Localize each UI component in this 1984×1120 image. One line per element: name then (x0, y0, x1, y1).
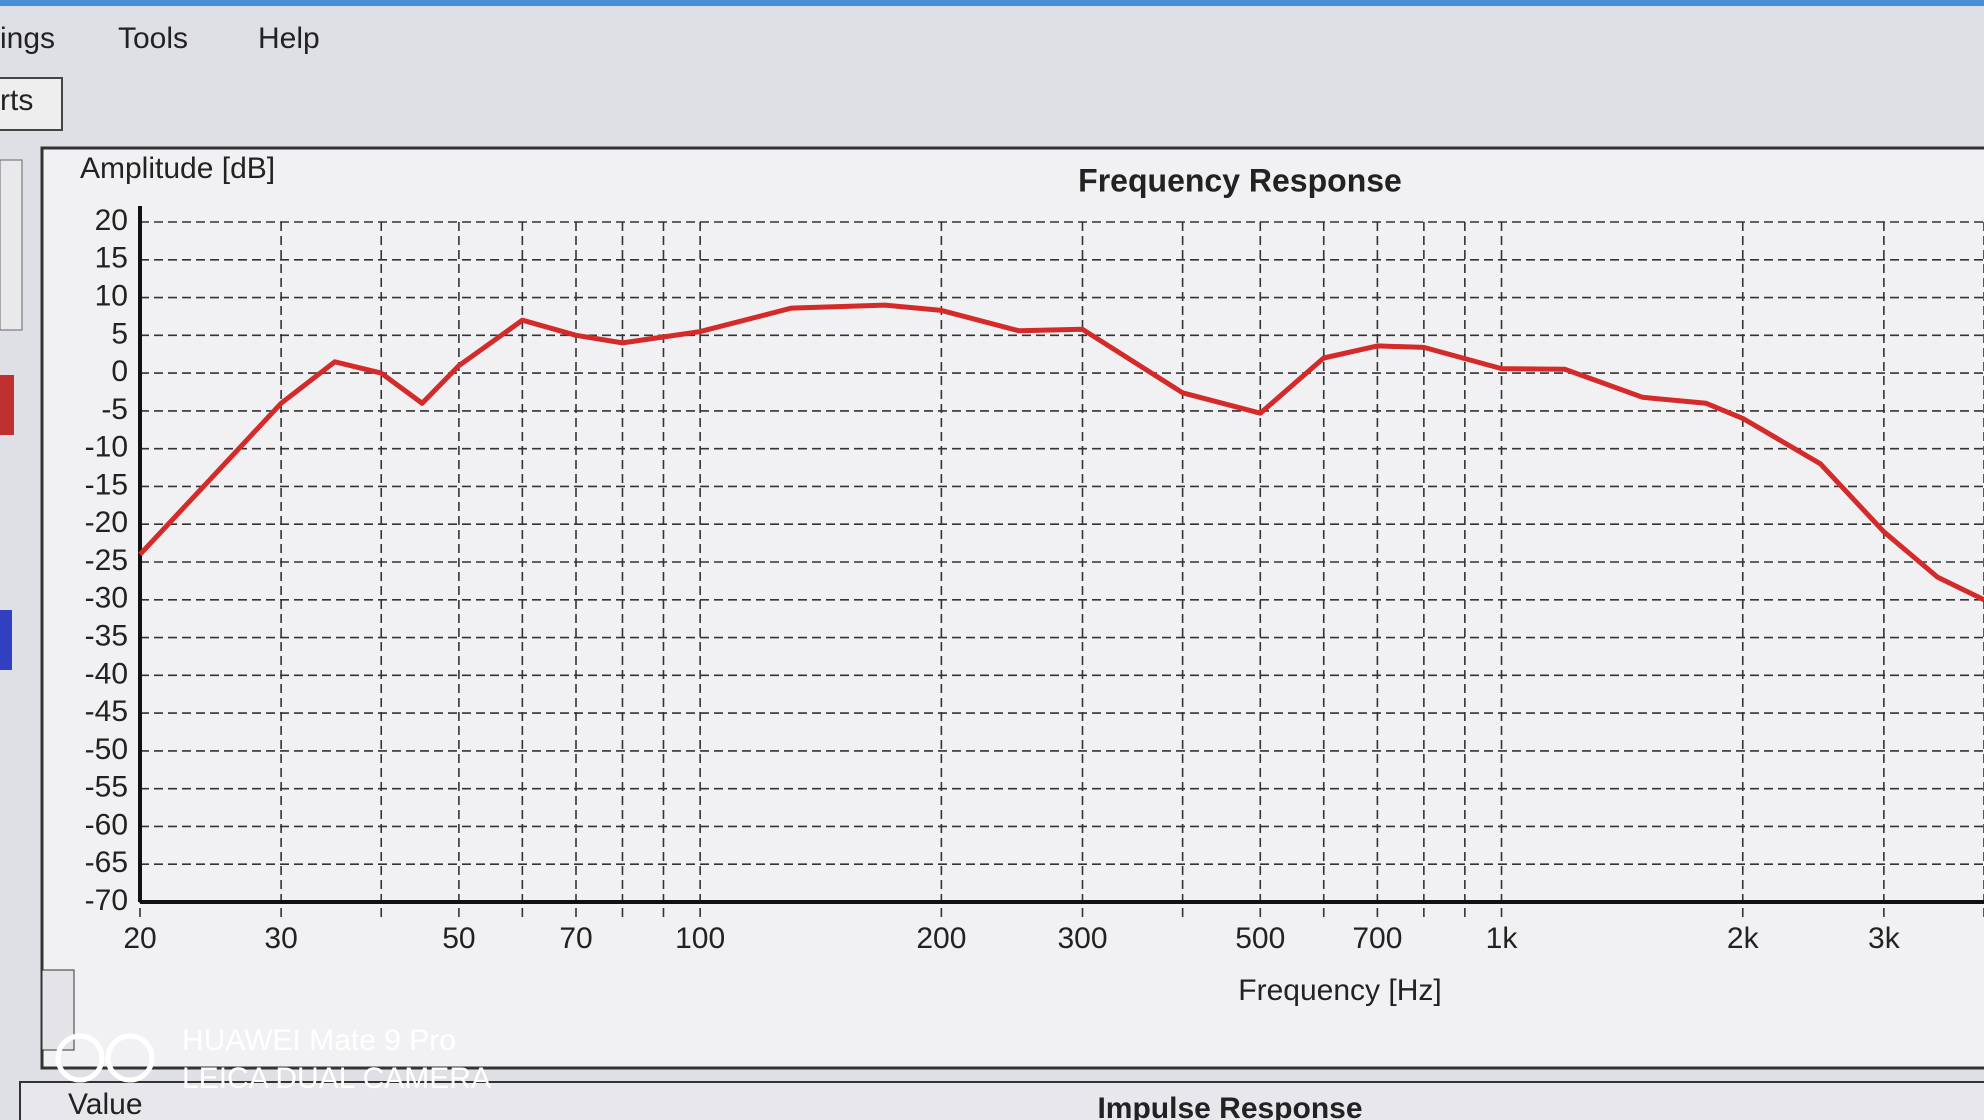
x-tick-label: 100 (675, 922, 725, 955)
y-tick-label: -40 (85, 657, 128, 690)
y-tick-label: 0 (111, 355, 128, 388)
y-tick-label: 20 (95, 204, 128, 237)
tab-label: rts (0, 84, 33, 117)
x-tick-label: 1k (1486, 922, 1519, 955)
menu-item[interactable]: Help (258, 22, 320, 55)
y-tick-label: -55 (85, 771, 128, 804)
y-tick-label: -30 (85, 582, 128, 615)
x-tick-label: 300 (1057, 922, 1107, 955)
y-tick-label: 5 (111, 317, 128, 350)
watermark: HUAWEI Mate 9 Pro (182, 1024, 456, 1057)
menu-item[interactable]: Tools (118, 22, 188, 55)
x-tick-label: 500 (1235, 922, 1285, 955)
x-tick-label: 3k (1868, 922, 1901, 955)
side-control[interactable] (0, 610, 12, 670)
y-tick-label: -50 (85, 733, 128, 766)
column-header: Value (68, 1088, 143, 1120)
y-tick-label: -25 (85, 544, 128, 577)
y-tick-label: -10 (85, 431, 128, 464)
y-tick-label: 15 (95, 242, 128, 275)
bottom-panel (19, 1081, 1984, 1120)
chart-title: Frequency Response (1078, 162, 1402, 198)
watermark: LEICA DUAL CAMERA (182, 1062, 491, 1095)
side-control[interactable] (0, 159, 23, 331)
side-control[interactable] (0, 375, 14, 435)
x-tick-label: 200 (916, 922, 966, 955)
x-tick-label: 2k (1727, 922, 1760, 955)
panel-title: Impulse Response (1097, 1092, 1362, 1120)
watermark-logo (105, 1033, 155, 1083)
y-tick-label: -45 (85, 695, 128, 728)
response-curve (138, 302, 1984, 603)
y-tick-label: 10 (95, 279, 128, 312)
watermark-logo (55, 1033, 105, 1083)
y-tick-label: -60 (85, 808, 128, 841)
y-tick-label: -20 (85, 506, 128, 539)
y-tick-label: -70 (85, 884, 128, 917)
y-tick-label: -15 (85, 468, 128, 501)
x-tick-label: 30 (264, 922, 297, 955)
x-tick-label: 50 (442, 922, 475, 955)
x-tick-label: 700 (1352, 922, 1402, 955)
plot: -70-65-60-55-50-45-40-35-30-25-20-15-10-… (85, 204, 1984, 955)
y-tick-label: -35 (85, 619, 128, 652)
title-bar (0, 0, 1984, 6)
chart-panel (40, 146, 1984, 1070)
y-axis-label: Amplitude [dB] (80, 152, 275, 185)
menu-item[interactable]: ings (0, 22, 55, 55)
x-axis-label: Frequency [Hz] (1238, 974, 1441, 1007)
x-tick-label: 20 (123, 922, 156, 955)
x-tick-label: 70 (559, 922, 592, 955)
tab[interactable] (0, 77, 63, 131)
y-tick-label: -65 (85, 846, 128, 879)
y-tick-label: -5 (101, 393, 128, 426)
